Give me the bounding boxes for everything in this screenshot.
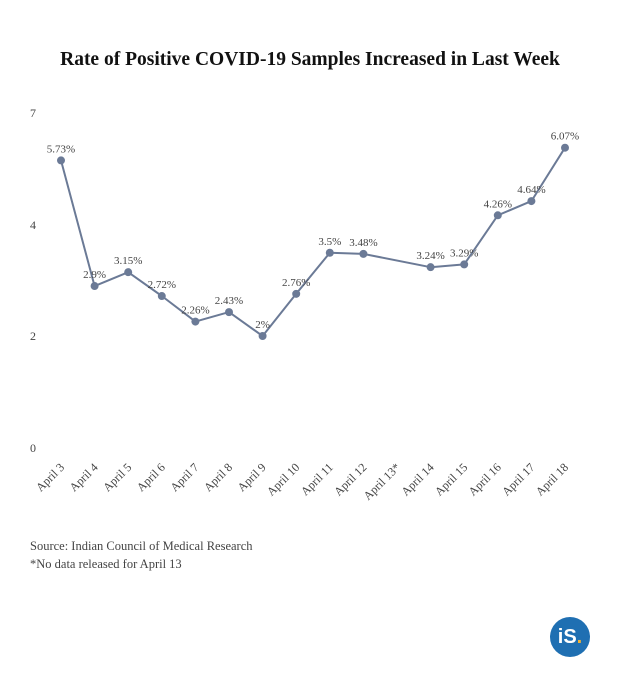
data-point: [225, 308, 233, 317]
x-tick-label: April 18: [533, 460, 571, 498]
y-tick-label: 0: [30, 441, 36, 455]
x-tick-label: April 15: [432, 460, 470, 498]
y-tick-label: 7: [30, 106, 36, 120]
data-label: 6.07%: [551, 131, 579, 143]
data-point: [426, 263, 435, 272]
x-tick-label: April 10: [264, 460, 302, 498]
data-label: 4.26%: [484, 198, 512, 210]
data-point: [157, 292, 166, 301]
chart-notes: Source: Indian Council of Medical Resear…: [30, 537, 253, 573]
chart-title: Rate of Positive COVID-19 Samples Increa…: [60, 49, 560, 70]
x-tick-label: April 14: [398, 460, 436, 498]
data-label: 5.73%: [47, 143, 75, 155]
data-point: [493, 211, 502, 220]
logo-dot: .: [576, 625, 583, 648]
data-point: [561, 143, 569, 152]
x-tick-label: April 13*: [360, 460, 403, 503]
data-point: [90, 282, 99, 291]
data-label: 3.5%: [318, 236, 341, 248]
x-tick-label: April 3: [33, 460, 67, 494]
brand-logo[interactable]: iS.: [550, 617, 590, 657]
x-tick-label: April 5: [100, 460, 134, 494]
data-label: 2.43%: [215, 295, 243, 307]
x-tick-label: April 7: [167, 460, 201, 494]
source-note: Source: Indian Council of Medical Resear…: [30, 539, 253, 553]
data-label: 3.15%: [114, 255, 142, 267]
data-point: [191, 317, 200, 326]
data-point: [460, 260, 469, 269]
x-tick-label: April 16: [465, 460, 503, 498]
data-label: 2.9%: [83, 269, 106, 281]
data-point: [124, 268, 133, 277]
logo-text: iS: [557, 625, 577, 648]
data-point: [292, 289, 301, 298]
x-tick-label: April 8: [201, 460, 235, 494]
y-tick-label: 4: [30, 218, 36, 232]
data-point: [527, 197, 536, 206]
x-tick-label: April 17: [499, 460, 537, 498]
data-label: 3.24%: [416, 250, 444, 262]
data-point: [325, 248, 334, 257]
data-label: 2.76%: [282, 277, 310, 289]
data-label: 2.26%: [181, 305, 209, 317]
x-tick-label: April 11: [298, 460, 336, 498]
data-label: 2%: [255, 319, 270, 331]
data-point: [359, 249, 368, 258]
data-point: [258, 332, 267, 340]
x-tick-label: April 6: [134, 460, 168, 494]
footnote: *No data released for April 13: [30, 557, 182, 571]
data-label: 2.72%: [148, 279, 176, 291]
y-tick-label: 2: [30, 329, 36, 343]
series-line: [60, 147, 566, 337]
data-label: 3.29%: [450, 247, 478, 259]
data-label: 4.64%: [517, 184, 545, 196]
x-tick-label: April 4: [67, 460, 101, 494]
data-point: [57, 156, 65, 165]
data-label: 3.48%: [349, 237, 377, 249]
